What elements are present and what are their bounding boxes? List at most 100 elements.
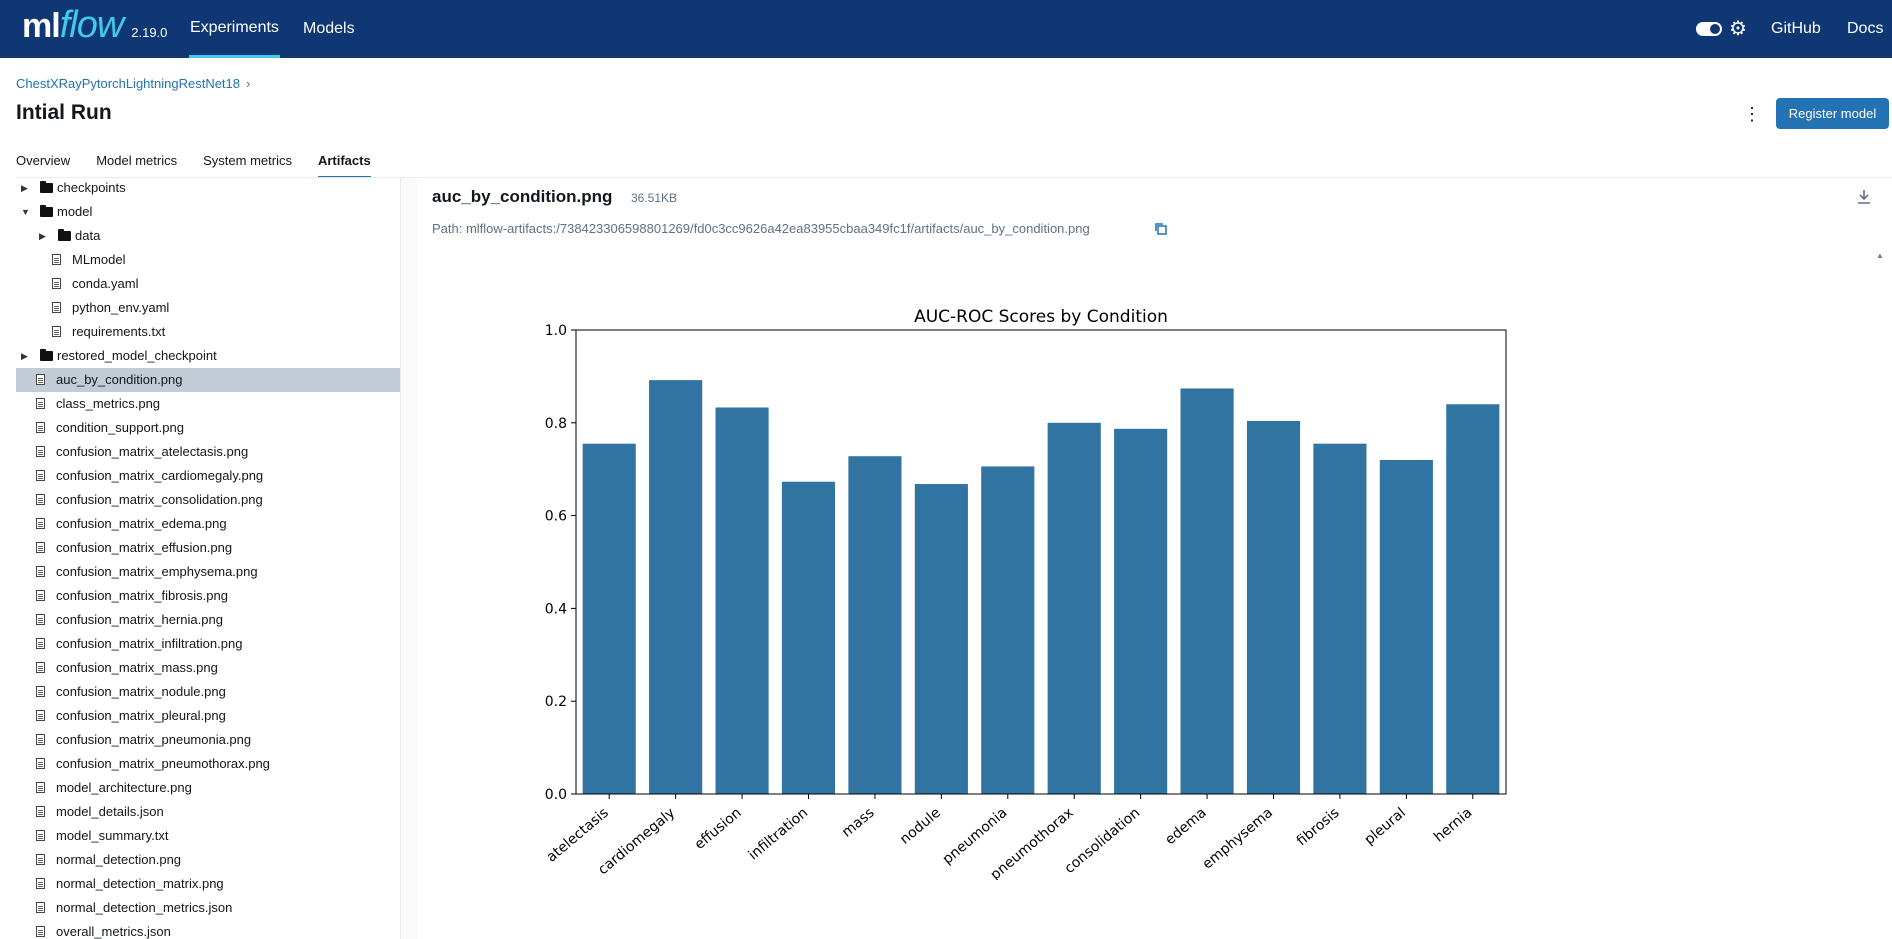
chart-bar [1180,388,1234,794]
caret-right-icon[interactable]: ▶ [21,351,28,361]
chart-bar [715,407,769,794]
file-icon [36,614,45,625]
tree-folder-item[interactable]: ▶ restored_model_checkpoint [16,344,400,368]
artifact-filename: auc_by_condition.png [432,187,613,206]
file-icon [36,878,45,889]
tree-folder-item[interactable]: ▼ model [16,200,400,224]
tree-file-item[interactable]: conda.yaml [16,272,400,296]
caret-right-icon[interactable]: ▶ [21,183,28,193]
tree-file-item[interactable]: model_architecture.png [16,776,400,800]
tree-file-item[interactable]: requirements.txt [16,320,400,344]
tree-item-label: checkpoints [57,180,126,195]
tree-file-item[interactable]: confusion_matrix_pleural.png [16,704,400,728]
nav-experiments[interactable]: Experiments [189,0,280,58]
tree-file-item[interactable]: confusion_matrix_pneumonia.png [16,728,400,752]
tree-item-label: confusion_matrix_consolidation.png [56,492,263,507]
tree-file-item[interactable]: class_metrics.png [16,392,400,416]
chart-bar [914,484,968,794]
chart-title: AUC-ROC Scores by Condition [914,307,1168,327]
tab-system-metrics[interactable]: System metrics [203,153,292,168]
tree-file-item[interactable]: model_details.json [16,800,400,824]
scroll-up-icon[interactable]: ▲ [1876,251,1884,260]
tab-overview[interactable]: Overview [16,153,71,168]
version-label: 2.19.0 [131,25,168,40]
mlflow-logo[interactable]: ml flow 2.19.0 [22,4,167,47]
tree-file-item[interactable]: confusion_matrix_emphysema.png [16,560,400,584]
register-model-button[interactable]: Register model [1776,98,1889,129]
tree-item-label: confusion_matrix_effusion.png [56,540,233,555]
caret-down-icon[interactable]: ▼ [21,207,30,217]
tree-file-item[interactable]: confusion_matrix_nodule.png [16,680,400,704]
tree-item-label: normal_detection_matrix.png [56,876,224,891]
theme-toggle[interactable] [1696,22,1722,36]
plot-frame [575,329,1507,795]
file-icon [36,734,45,745]
auc-bar-chart: AUC-ROC Scores by Conditionatelectasisca… [544,307,1507,880]
tree-folder-item[interactable]: ▶ checkpoints [16,178,400,200]
nav-models[interactable]: Models [303,20,355,37]
tab-artifacts[interactable]: Artifacts [317,148,371,178]
tree-scrollbar[interactable] [400,178,417,939]
tree-file-item[interactable]: confusion_matrix_mass.png [16,656,400,680]
x-tick-label: pneumonia [940,805,1011,868]
caret-right-icon[interactable]: ▶ [39,231,46,241]
file-icon [36,638,45,649]
github-link[interactable]: GitHub [1771,20,1821,37]
tree-item-label: confusion_matrix_edema.png [56,516,227,531]
chart-bar [781,481,836,794]
artifact-tree: ▶ checkpoints ▼ model ▶ data MLmodel conda.yaml… [16,178,400,939]
chart-bar [1313,443,1367,794]
chart-bar [1246,420,1301,794]
tab-model-metrics[interactable]: Model metrics [96,153,178,168]
artifact-size: 36.51KB [631,191,678,205]
tree-item-label: confusion_matrix_nodule.png [56,684,226,699]
logo-flow: flow [59,4,125,46]
file-icon [36,830,45,841]
tree-folder-item[interactable]: ▶ data [16,224,400,248]
tree-file-item[interactable]: confusion_matrix_atelectasis.png [16,440,400,464]
tree-file-item[interactable]: python_env.yaml [16,296,400,320]
chart-bar [1114,428,1168,794]
copy-icon[interactable] [1154,222,1167,235]
tree-item-label: python_env.yaml [72,300,170,315]
download-icon[interactable] [1856,188,1872,206]
y-tick-label: 0.2 [545,694,567,710]
file-icon [36,806,45,817]
tree-file-item[interactable]: auc_by_condition.png [16,368,400,392]
chart-bar [1047,422,1101,794]
breadcrumb-experiment-link[interactable]: ChestXRayPytorchLightningRestNet18 [16,76,241,91]
more-options-icon[interactable]: ⋮ [1743,104,1761,124]
tree-item-label: model_architecture.png [56,780,192,795]
file-icon [36,782,45,793]
tree-file-item[interactable]: confusion_matrix_hernia.png [16,608,400,632]
x-tick-label: mass [839,805,877,841]
tree-file-item[interactable]: condition_support.png [16,416,400,440]
tree-file-item[interactable]: confusion_matrix_infiltration.png [16,632,400,656]
tree-item-label: conda.yaml [72,276,139,291]
tree-file-item[interactable]: confusion_matrix_cardiomegaly.png [16,464,400,488]
tree-item-label: model_summary.txt [56,828,169,843]
chart-bar [1446,404,1500,794]
tree-file-item[interactable]: overall_metrics.json [16,920,400,939]
tree-file-item[interactable]: confusion_matrix_fibrosis.png [16,584,400,608]
tree-item-label: confusion_matrix_pleural.png [56,708,226,723]
tree-file-item[interactable]: MLmodel [16,248,400,272]
docs-link[interactable]: Docs [1847,20,1884,37]
tree-item-label: confusion_matrix_pneumonia.png [56,732,252,747]
tree-file-item[interactable]: normal_detection.png [16,848,400,872]
tree-file-item[interactable]: confusion_matrix_pneumothorax.png [16,752,400,776]
tree-file-item[interactable]: confusion_matrix_effusion.png [16,536,400,560]
tree-file-item[interactable]: confusion_matrix_edema.png [16,512,400,536]
tree-file-item[interactable]: normal_detection_matrix.png [16,872,400,896]
folder-icon [40,349,53,361]
tree-file-item[interactable]: normal_detection_metrics.json [16,896,400,920]
tree-file-item[interactable]: confusion_matrix_consolidation.png [16,488,400,512]
x-tick-label: emphysema [1200,805,1276,873]
logo-ml: ml [22,7,61,45]
tree-item-label: confusion_matrix_pneumothorax.png [56,756,270,771]
x-tick-label: edema [1162,805,1209,848]
tree-file-item[interactable]: model_summary.txt [16,824,400,848]
gear-icon[interactable]: ⚙ [1729,18,1747,40]
file-icon [36,854,45,865]
x-tick-label: fibrosis [1294,805,1343,850]
